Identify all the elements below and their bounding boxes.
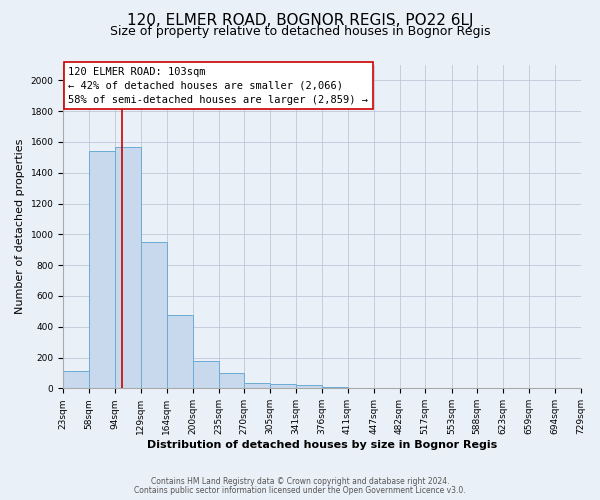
Bar: [218, 373, 244, 388]
Bar: [296, 386, 322, 388]
X-axis label: Distribution of detached houses by size in Bognor Regis: Distribution of detached houses by size …: [147, 440, 497, 450]
Bar: [115, 146, 141, 388]
Text: Contains HM Land Registry data © Crown copyright and database right 2024.: Contains HM Land Registry data © Crown c…: [151, 477, 449, 486]
Bar: [141, 242, 167, 388]
Bar: [322, 387, 347, 388]
Bar: [193, 360, 218, 388]
Text: 120, ELMER ROAD, BOGNOR REGIS, PO22 6LJ: 120, ELMER ROAD, BOGNOR REGIS, PO22 6LJ: [127, 12, 473, 28]
Bar: [89, 151, 115, 388]
Text: 120 ELMER ROAD: 103sqm
← 42% of detached houses are smaller (2,066)
58% of semi-: 120 ELMER ROAD: 103sqm ← 42% of detached…: [68, 66, 368, 104]
Bar: [244, 383, 270, 388]
Bar: [167, 315, 193, 388]
Bar: [63, 370, 89, 388]
Bar: [270, 384, 296, 388]
Text: Size of property relative to detached houses in Bognor Regis: Size of property relative to detached ho…: [110, 25, 490, 38]
Y-axis label: Number of detached properties: Number of detached properties: [15, 139, 25, 314]
Text: Contains public sector information licensed under the Open Government Licence v3: Contains public sector information licen…: [134, 486, 466, 495]
